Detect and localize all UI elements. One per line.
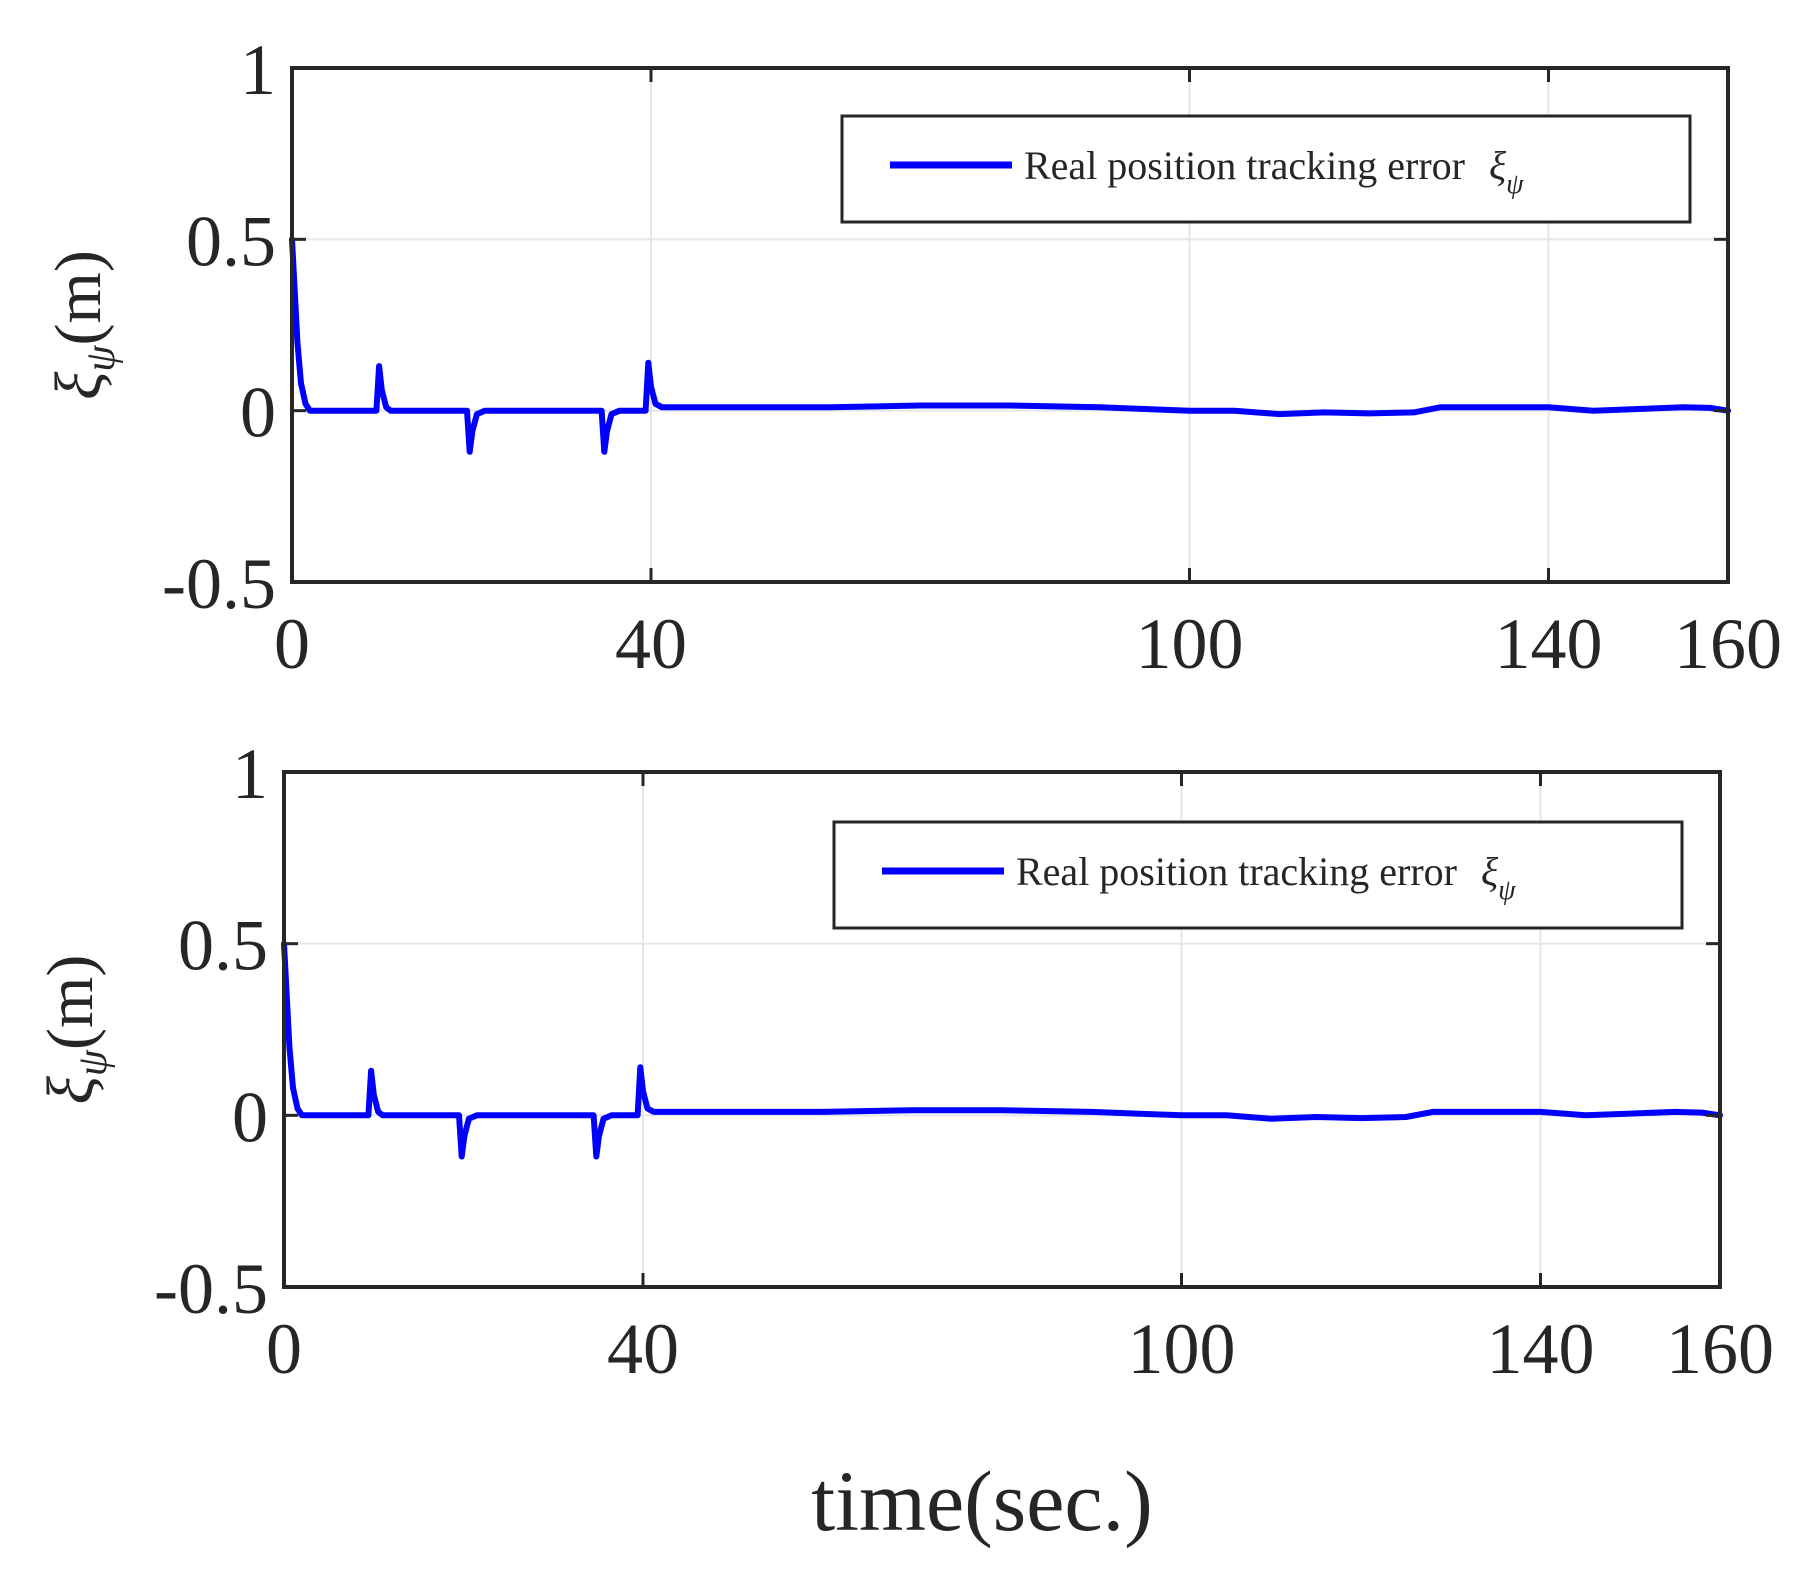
x-tick-label: 140 xyxy=(1495,604,1603,684)
y-axis-label: ξψ(m) xyxy=(42,250,124,400)
y-tick-label: 0 xyxy=(240,373,276,453)
x-tick-label: 40 xyxy=(615,604,687,684)
y-tick-label: -0.5 xyxy=(162,544,276,624)
x-tick-label: 40 xyxy=(607,1309,679,1389)
y-axis-label: ξψ(m) xyxy=(34,955,116,1105)
y-axis-label-unit: (m) xyxy=(42,250,115,345)
legend-label-symbol: ξ xyxy=(1481,849,1499,894)
y-axis-label-subscript: ψ xyxy=(78,345,124,372)
legend-label-text: Real position tracking error xyxy=(1016,849,1457,894)
legend-box xyxy=(840,114,1692,224)
axes-frame xyxy=(290,66,1730,584)
axes-frame xyxy=(282,770,1722,1289)
legend-label-subscript: ψ xyxy=(1506,169,1524,200)
y-tick-label: 0.5 xyxy=(186,201,276,281)
y-tick-label: 0 xyxy=(232,1077,268,1157)
legend: Real position tracking error ξψ xyxy=(840,114,1692,224)
series-line xyxy=(289,236,1731,455)
series-line xyxy=(281,940,1723,1160)
legend-box xyxy=(832,820,1684,930)
y-axis-label-subscript: ψ xyxy=(70,1049,116,1076)
legend: Real position tracking error ξψ xyxy=(832,820,1684,930)
y-axis-label-unit: (m) xyxy=(34,955,107,1050)
y-axis-label-symbol: ξ xyxy=(42,371,115,400)
y-tick-label: 0.5 xyxy=(178,906,268,986)
x-tick-label: 160 xyxy=(1666,1309,1774,1389)
legend-label-text: Real position tracking error xyxy=(1024,143,1465,188)
x-tick-label: 140 xyxy=(1487,1309,1595,1389)
x-tick-label: 100 xyxy=(1136,604,1244,684)
y-axis-label-symbol: ξ xyxy=(34,1075,107,1104)
legend-label-subscript: ψ xyxy=(1498,875,1516,906)
x-axis-label: time(sec.) xyxy=(811,1453,1152,1549)
y-tick-label: 1 xyxy=(232,734,268,814)
legend-label-symbol: ξ xyxy=(1489,143,1507,188)
x-tick-label: 160 xyxy=(1674,604,1782,684)
x-tick-label: 0 xyxy=(274,604,310,684)
y-tick-label: -0.5 xyxy=(154,1249,268,1329)
x-tick-label: 100 xyxy=(1128,1309,1236,1389)
legend-label: Real position tracking error ξψ xyxy=(1024,143,1524,200)
x-tick-label: 0 xyxy=(266,1309,302,1389)
legend-label: Real position tracking error ξψ xyxy=(1016,849,1516,906)
y-tick-label: 1 xyxy=(240,30,276,110)
